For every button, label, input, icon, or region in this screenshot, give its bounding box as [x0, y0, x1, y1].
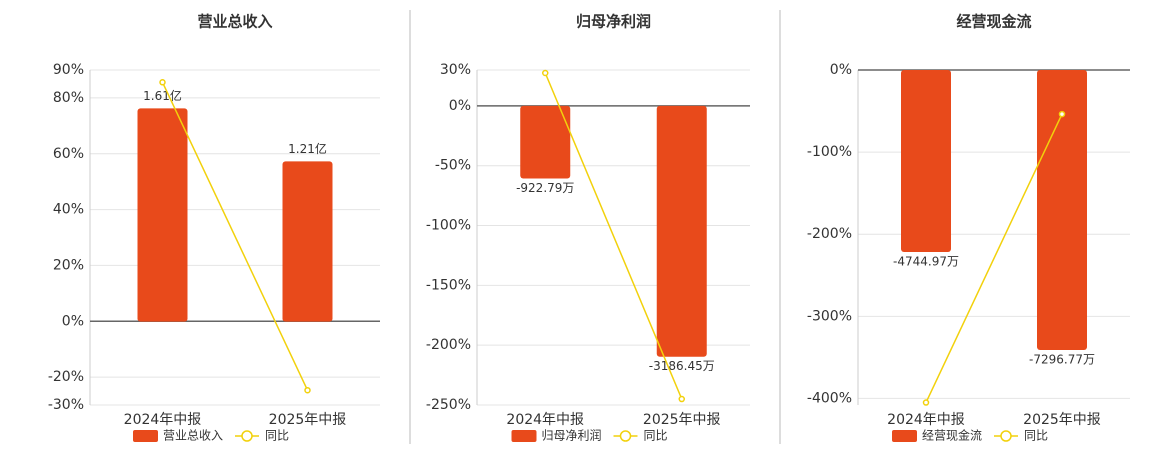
legend-label: 同比 [265, 429, 289, 443]
legend-swatch [511, 430, 537, 442]
y-tick-label: 80% [53, 90, 84, 106]
bar [137, 108, 188, 322]
y-tick-label: -400% [807, 390, 852, 406]
chart-title: 归母净利润 [576, 13, 651, 31]
y-tick-label: -200% [426, 337, 471, 353]
legend-label: 同比 [644, 429, 668, 443]
y-tick-label: 0% [62, 313, 84, 329]
line-point [678, 395, 685, 403]
y-tick-label: 20% [53, 257, 84, 273]
y-tick-label: -250% [426, 397, 471, 413]
y-tick-label: -100% [807, 144, 852, 160]
y-tick-label: 30% [440, 62, 471, 78]
line-point [922, 399, 930, 406]
y-tick-label: -20% [48, 369, 84, 385]
y-tick-label: -150% [426, 277, 471, 293]
y-tick-label: -50% [435, 158, 471, 174]
line-point [1058, 110, 1066, 118]
x-tick-label: 2025年中报 [1023, 412, 1101, 428]
line-point [542, 69, 549, 77]
x-tick-label: 2024年中报 [124, 412, 202, 428]
value-label: -922.79万 [516, 181, 574, 195]
value-label: -4744.97万 [893, 255, 959, 269]
legend-swatch [892, 430, 917, 442]
legend-label: 经营现金流 [922, 428, 982, 443]
y-tick-label: 40% [53, 202, 84, 218]
x-tick-label: 2024年中报 [887, 412, 965, 428]
line-point [159, 79, 166, 86]
bar [901, 70, 951, 253]
x-tick-label: 2025年中报 [643, 412, 721, 428]
y-tick-label: 0% [449, 98, 471, 114]
y-tick-label: -30% [48, 397, 84, 413]
x-tick-label: 2025年中报 [269, 412, 347, 428]
y-tick-label: 0% [830, 62, 852, 78]
legend-label: 营业总收入 [163, 429, 223, 443]
value-label: -3186.45万 [649, 359, 715, 373]
y-tick-label: -300% [807, 308, 852, 324]
line [544, 72, 683, 400]
y-tick-label: 60% [53, 146, 84, 162]
value-label: -7296.77万 [1029, 352, 1095, 366]
chart-title: 营业总收入 [197, 13, 272, 31]
value-label: 1.21亿 [288, 141, 327, 156]
y-tick-label: -100% [426, 218, 471, 234]
y-tick-label: 90% [53, 62, 84, 78]
legend-label: 归母净利润 [542, 429, 602, 443]
line [925, 113, 1063, 403]
legend-swatch [241, 430, 253, 442]
y-tick-label: -200% [807, 226, 852, 242]
x-tick-label: 2024年中报 [506, 412, 584, 428]
bar [282, 161, 333, 322]
legend-swatch [1000, 430, 1012, 442]
bar [520, 105, 571, 179]
legend-swatch [619, 430, 632, 442]
chart-title: 经营现金流 [956, 13, 1031, 31]
legend-label: 同比 [1024, 429, 1048, 443]
line [161, 81, 309, 391]
value-label: 1.61亿 [143, 88, 182, 103]
line-point [304, 386, 311, 394]
legend-swatch [133, 430, 158, 442]
bar [656, 105, 707, 357]
